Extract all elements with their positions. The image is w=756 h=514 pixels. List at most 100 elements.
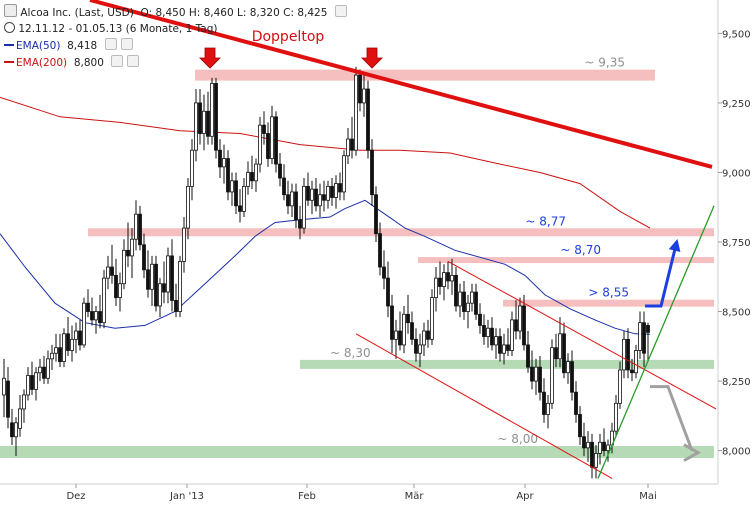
candle-body	[198, 102, 202, 134]
zone-label: ~ 8,70	[560, 243, 601, 257]
candle-body	[378, 233, 382, 268]
candle-body	[302, 185, 306, 229]
candle	[246, 161, 250, 195]
candle-body	[550, 347, 554, 404]
zone-band	[418, 257, 714, 264]
candle	[626, 328, 630, 379]
channel-upper-line	[447, 261, 717, 410]
candle-body	[306, 185, 310, 201]
candle-body	[474, 291, 478, 315]
candle-body	[618, 369, 622, 404]
candle	[222, 144, 226, 184]
candle	[258, 116, 262, 173]
candle	[358, 69, 362, 112]
candle	[338, 172, 342, 201]
major-downtrend-line	[89, 0, 713, 169]
candle	[146, 250, 150, 298]
candle	[622, 331, 626, 379]
candle	[498, 328, 502, 362]
candle	[494, 328, 498, 359]
candle	[602, 428, 606, 457]
candle-body	[582, 436, 586, 449]
candle-body	[398, 330, 402, 346]
bearish-target-arrow	[650, 385, 694, 452]
gear-icon[interactable]	[104, 38, 117, 50]
ema200-swatch	[4, 61, 14, 63]
candle-body	[602, 441, 606, 452]
candle	[430, 289, 434, 345]
candle	[86, 289, 90, 318]
candle-body	[558, 333, 562, 360]
candle-body	[390, 305, 394, 340]
candle	[442, 264, 446, 301]
gear-icon[interactable]	[334, 5, 347, 17]
candle	[202, 94, 206, 151]
candle-body	[162, 283, 166, 293]
candle-body	[66, 333, 70, 351]
y-tick-label: 8,250	[722, 377, 751, 388]
candle-body	[126, 249, 130, 257]
candle-body	[434, 277, 438, 299]
candle	[166, 247, 170, 304]
candle-body	[526, 344, 530, 368]
candle-body	[274, 116, 278, 165]
candle	[110, 244, 114, 284]
gear-icon[interactable]	[111, 55, 124, 67]
candle-body	[646, 325, 650, 333]
close-icon[interactable]	[120, 38, 133, 50]
candle-body	[206, 110, 210, 137]
candle	[566, 353, 570, 384]
y-tick-label: 8,500	[722, 308, 751, 319]
candle-body	[250, 172, 254, 182]
candle-body	[178, 261, 182, 312]
candle	[266, 122, 270, 167]
candle-body	[130, 238, 134, 257]
candle	[350, 116, 354, 159]
candle-body	[626, 338, 630, 371]
candle	[106, 255, 110, 290]
candle-body	[214, 83, 218, 151]
candle-body	[90, 311, 94, 321]
candle-body	[546, 402, 550, 415]
candle	[522, 294, 526, 351]
candle-body	[442, 272, 446, 287]
candle-body	[210, 83, 214, 137]
candle	[230, 172, 234, 206]
candle	[502, 333, 506, 365]
candle-body	[294, 191, 298, 221]
candle-body	[530, 366, 534, 382]
candle	[646, 322, 650, 362]
candle	[562, 322, 566, 379]
x-axis-ticks: Dez Jan '13 Feb Mär Apr Mai	[66, 484, 657, 502]
candle-body	[122, 249, 126, 285]
candle-body	[174, 300, 178, 312]
candle-body	[382, 266, 386, 279]
candle	[50, 344, 54, 370]
candle-body	[154, 263, 158, 307]
candle	[370, 139, 374, 206]
candle	[614, 394, 618, 437]
candle	[46, 350, 50, 384]
candle-body	[446, 272, 450, 282]
close-icon[interactable]	[127, 55, 140, 67]
candle	[78, 319, 82, 351]
collapse-icon[interactable]	[4, 4, 17, 17]
candle-body	[366, 88, 370, 151]
candle-body	[166, 255, 170, 293]
candle	[438, 261, 442, 295]
candle-body	[386, 277, 390, 307]
candle-body	[498, 336, 502, 354]
legend-ema200: EMA(200) 8,800	[4, 55, 140, 69]
candle-body	[202, 110, 206, 134]
price-zones: ~ 9,35 ~ 8,77 ~ 8,70 > 8,55 ~ 8,30 ~ 8,00	[0, 56, 714, 459]
candle-body	[42, 366, 46, 379]
candle	[198, 89, 202, 145]
candle	[186, 178, 190, 240]
candle	[506, 328, 510, 357]
candle-body	[510, 319, 514, 351]
candle-body	[414, 338, 418, 354]
candle	[550, 339, 554, 409]
candle	[270, 105, 274, 165]
candle-body	[254, 163, 258, 182]
candle-body	[2, 377, 6, 396]
